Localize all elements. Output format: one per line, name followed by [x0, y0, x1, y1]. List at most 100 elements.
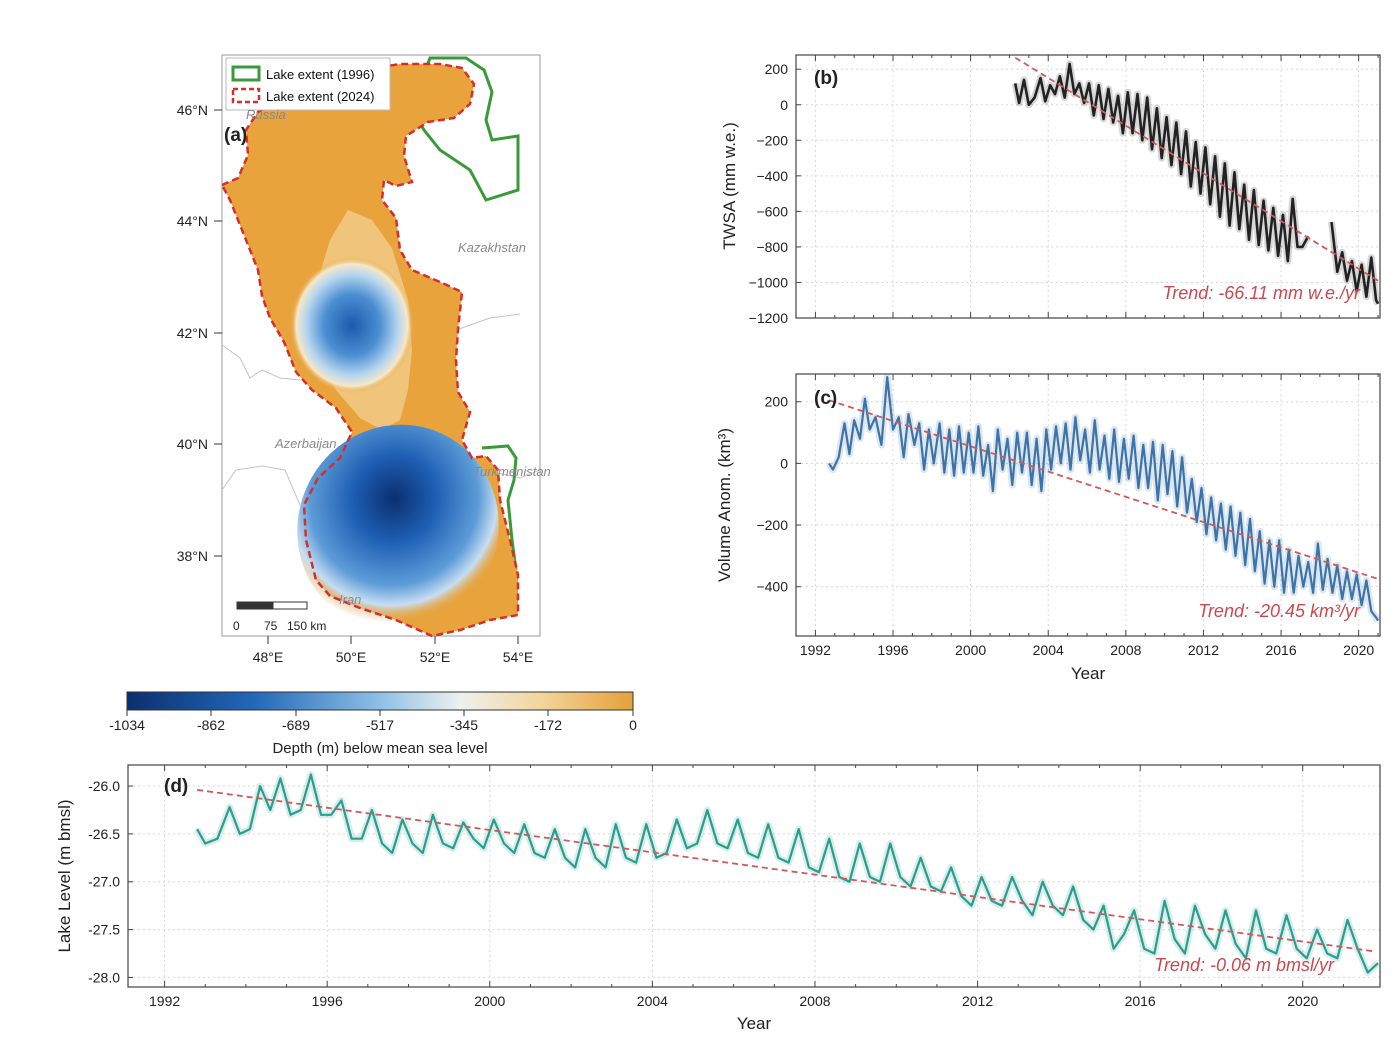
x-tick-label: 1996 [312, 993, 343, 1009]
colorbar-gradient [126, 691, 634, 711]
series-line [1330, 221, 1380, 305]
y-axis-title: Lake Level (m bmsl) [55, 799, 74, 952]
x-tick-label: 2016 [1125, 993, 1156, 1009]
y-axis-title: Volume Anom. (km³) [715, 428, 734, 582]
colorbar-tick-label: -862 [197, 717, 225, 733]
plot-frame [795, 373, 1381, 637]
panel-label: (b) [814, 68, 838, 89]
series-uncertainty-band [194, 771, 1381, 977]
panel-label: (d) [164, 776, 188, 797]
scale-bar-label-end: 150 km [287, 619, 326, 633]
y-tick-label: −600 [756, 203, 788, 219]
colorbar-tick-label: -1034 [109, 717, 145, 733]
panel-label: (c) [814, 388, 837, 409]
y-tick-label: −400 [756, 168, 788, 184]
map-panel: Lake extent (1996) Lake extent (2024) (a… [177, 54, 551, 665]
trend-line [828, 399, 1379, 580]
south-basin [297, 424, 499, 632]
legend-swatch-1996 [231, 65, 261, 82]
lat-label-38: 38°N [177, 548, 208, 564]
lat-label-42: 42°N [177, 325, 208, 341]
scale-bar-label-mid: 75 [264, 619, 278, 633]
x-tick-label: 2004 [637, 993, 668, 1009]
y-tick-label: -27.0 [88, 874, 120, 890]
y-tick-label: 0 [780, 97, 788, 113]
y-tick-label: -28.0 [88, 969, 120, 985]
country-label-azerbaijan: Azerbaijan [274, 436, 336, 451]
x-tick-label: 2000 [474, 993, 505, 1009]
lon-label-54: 54°E [503, 649, 534, 665]
colorbar-label: Depth (m) below mean sea level [272, 740, 487, 757]
lon-label-50: 50°E [336, 649, 367, 665]
chart-panel-b: 200 0 −200 −400 −600 −800 −1000 −1200 TWSA (mm w… [720, 54, 1382, 326]
lat-label-40: 40°N [177, 436, 208, 452]
lake-extent-1996-outline-south [481, 444, 518, 571]
lat-label-44: 44°N [177, 213, 208, 229]
colorbar-tick-label: -517 [366, 717, 394, 733]
x-tick-label: 2008 [1110, 642, 1141, 658]
series-line [196, 773, 1379, 974]
x-tick-label: 2004 [1033, 642, 1064, 658]
map-lat-ticks: 46°N 44°N 42°N 40°N 38°N [177, 102, 222, 564]
y-tick-label: −400 [756, 579, 788, 595]
colorbar-ticks [126, 710, 634, 716]
scale-bar-dark [236, 601, 274, 610]
colorbar-tick-label: -689 [282, 717, 310, 733]
y-tick-label: -27.5 [88, 922, 120, 938]
country-label-russia: Russia [246, 107, 286, 122]
y-tick-label: −200 [756, 132, 788, 148]
plot-frame [795, 54, 1381, 319]
panel-label-a: (a) [224, 125, 247, 146]
y-tick-label: −1000 [749, 274, 789, 290]
scale-bar-label-zero: 0 [233, 619, 240, 633]
x-axis-title: Year [1071, 664, 1106, 683]
x-axis-title: Year [737, 1014, 772, 1033]
trend-label: Trend: -66.11 mm w.e./yr [1163, 283, 1361, 303]
trend-label: Trend: -0.06 m bmsl/yr [1154, 955, 1335, 975]
scale-bar-light [272, 601, 308, 610]
trend-label: Trend: -20.45 km³/yr [1198, 601, 1361, 621]
x-tick-label: 1992 [800, 642, 831, 658]
y-tick-label: -26.5 [88, 826, 120, 842]
y-tick-label: 200 [765, 61, 789, 77]
y-tick-label: −800 [756, 239, 788, 255]
depth-colorbar: -1034 -862 -689 -517 -345 -172 0 Depth (… [109, 691, 637, 757]
series-line [1013, 62, 1310, 263]
map-lon-ticks: 48°E 50°E 52°E 54°E [253, 636, 534, 665]
lake-extent-2024-outline [220, 62, 520, 638]
lat-label-46: 46°N [177, 102, 208, 118]
country-borders [221, 313, 541, 506]
x-tick-label: 2020 [1343, 642, 1374, 658]
x-tick-label: 1996 [877, 642, 908, 658]
y-axis-title: TWSA (mm w.e.) [720, 122, 739, 250]
scale-bar: 0 75 150 km [233, 601, 326, 633]
map-legend: Lake extent (1996) Lake extent (2024) [225, 57, 391, 111]
colorbar-tick-label: -172 [534, 717, 562, 733]
country-label-turkmenistan: Turkmenistan [473, 464, 551, 479]
chart-panel-d: -26.0 -26.5 -27.0 -27.5 -28.0 1992 1996 2000 200… [55, 764, 1381, 1033]
plot-frame [127, 764, 1381, 988]
y-tick-label: 200 [765, 394, 789, 410]
y-tick-label: −1200 [749, 310, 789, 326]
colorbar-tick-label: 0 [629, 717, 637, 733]
y-tick-label: -26.0 [88, 778, 120, 794]
y-tick-label: −200 [756, 517, 788, 533]
x-tick-label: 2000 [955, 642, 986, 658]
legend-swatch-2024 [231, 87, 261, 104]
x-tick-label: 2020 [1287, 993, 1318, 1009]
trend-line [1014, 56, 1379, 282]
country-label-kazakhstan: Kazakhstan [458, 240, 526, 255]
legend-label-2024: Lake extent (2024) [266, 89, 374, 104]
colorbar-tick-label: -345 [450, 717, 478, 733]
lon-label-52: 52°E [420, 649, 451, 665]
series-line [828, 376, 1380, 622]
x-tick-label: 2016 [1265, 642, 1296, 658]
y-tick-label: 0 [780, 455, 788, 471]
x-tick-label: 1992 [149, 993, 180, 1009]
x-tick-label: 2012 [1188, 642, 1219, 658]
legend-label-1996: Lake extent (1996) [266, 67, 374, 82]
x-tick-label: 2012 [962, 993, 993, 1009]
trend-line [196, 788, 1377, 953]
